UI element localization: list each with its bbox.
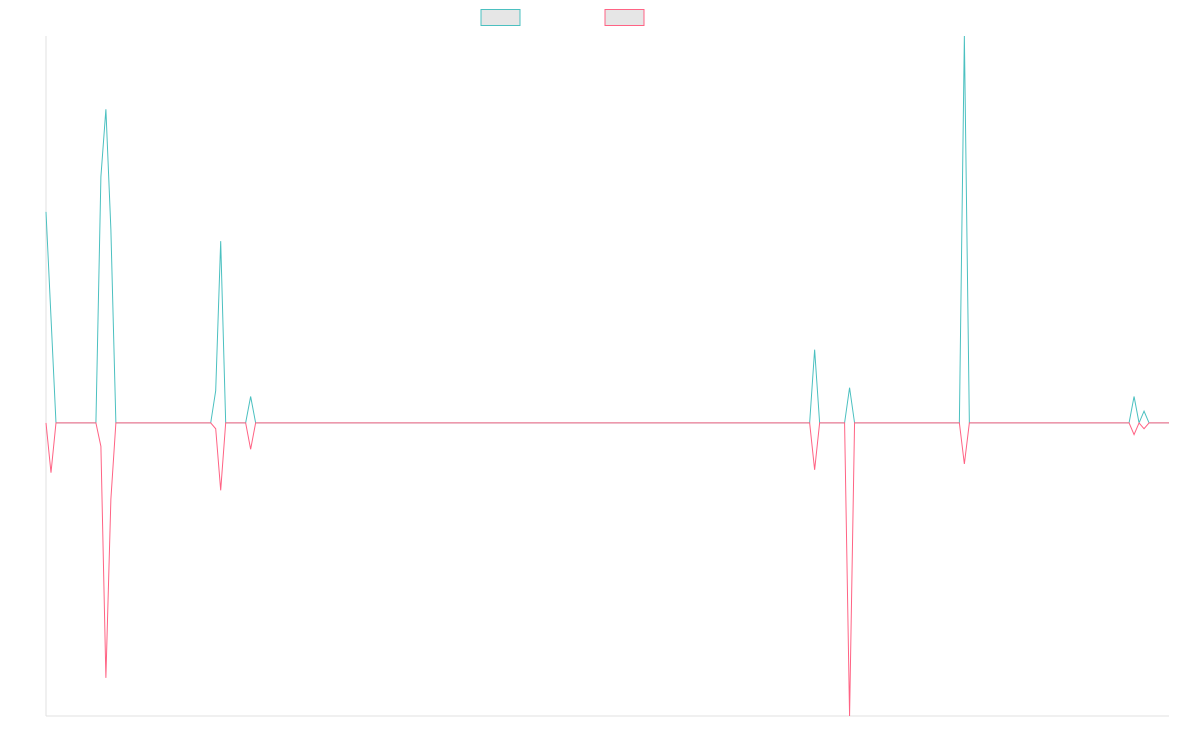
series-line bbox=[45, 35, 1169, 425]
legend-swatch[interactable] bbox=[604, 9, 645, 26]
legend-swatch[interactable] bbox=[480, 9, 521, 26]
series-line bbox=[45, 421, 1169, 717]
